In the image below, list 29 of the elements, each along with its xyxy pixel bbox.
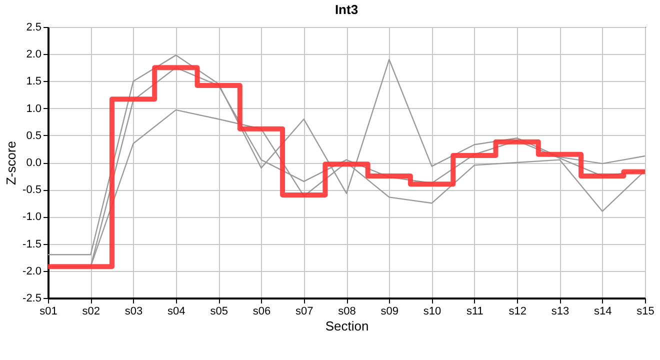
- y-tick-label: -1.5: [22, 238, 42, 250]
- y-tick-label: 2.0: [26, 48, 42, 61]
- y-tick-label: -1.0: [22, 211, 42, 224]
- x-tick-label: s03: [124, 306, 143, 318]
- y-tick-label: 1.5: [26, 76, 42, 88]
- x-tick-label: s11: [466, 306, 484, 318]
- x-tick-label: s08: [338, 306, 356, 318]
- x-tick-label: s07: [295, 306, 314, 318]
- chart-title: Int3: [334, 2, 358, 17]
- y-tick-label: 0.5: [26, 130, 42, 142]
- x-tick-label: s04: [168, 306, 186, 318]
- y-tick-label: 2.5: [26, 22, 42, 34]
- x-tick-label: s10: [423, 306, 442, 318]
- y-tick-label: -2.0: [22, 265, 42, 278]
- x-axis-title: Section: [325, 318, 369, 334]
- x-tick-label: s13: [551, 306, 570, 318]
- y-axis-title: Z-score: [4, 140, 19, 186]
- y-tick-label: 0.0: [26, 157, 42, 169]
- y-tick-label: -2.5: [22, 292, 42, 304]
- x-tick-label: s02: [82, 306, 100, 318]
- x-tick-label: s05: [210, 306, 228, 318]
- x-tick-label: s06: [252, 306, 271, 318]
- x-tick-label: s12: [508, 306, 526, 318]
- x-tick-label: s15: [636, 306, 654, 318]
- y-tick-label: 1.0: [26, 102, 42, 115]
- x-tick-label: s14: [594, 306, 612, 318]
- x-tick-label: s01: [40, 306, 58, 318]
- x-tick-label: s09: [380, 306, 399, 318]
- y-tick-label: -0.5: [22, 184, 42, 196]
